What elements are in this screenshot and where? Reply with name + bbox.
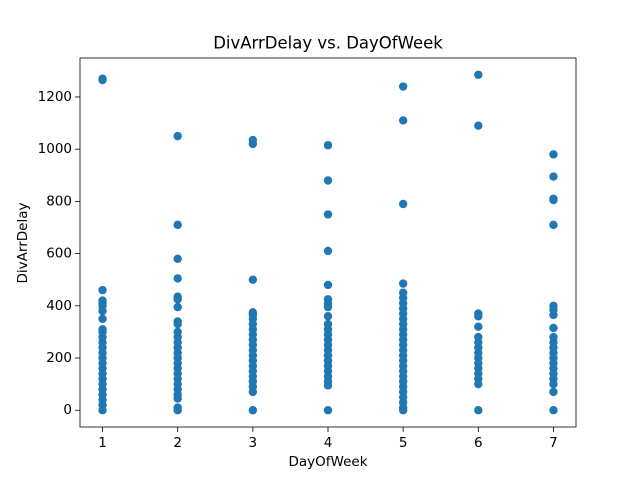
point [173, 274, 182, 283]
point [98, 306, 107, 316]
point [248, 139, 258, 149]
point [323, 176, 333, 185]
point [173, 295, 182, 304]
point [323, 280, 333, 290]
y-tick-label: 400 [46, 298, 72, 314]
point [98, 285, 107, 295]
point [398, 116, 408, 125]
point [474, 379, 483, 389]
point [173, 319, 182, 329]
x-tick-label: 7 [549, 435, 558, 451]
point [474, 322, 483, 331]
point [323, 312, 333, 321]
point [549, 220, 558, 230]
point [474, 70, 483, 79]
y-tick-label: 1000 [38, 141, 72, 157]
point [398, 406, 408, 415]
point [549, 150, 558, 159]
point [474, 121, 483, 130]
point [323, 302, 333, 312]
point [549, 379, 558, 389]
point [323, 246, 333, 256]
point [398, 82, 408, 91]
y-axis-label: DivArrDelay [15, 203, 31, 284]
y-tick-label: 800 [46, 193, 72, 209]
point [398, 279, 408, 288]
point [323, 406, 333, 415]
point [173, 220, 182, 230]
point [173, 394, 182, 403]
point [549, 323, 558, 333]
point [173, 406, 182, 415]
point [398, 199, 408, 209]
point [98, 75, 107, 85]
point [323, 141, 333, 150]
y-tick-label: 200 [46, 350, 72, 366]
point [323, 381, 333, 390]
point [173, 131, 182, 141]
plot-frame [79, 57, 577, 428]
point [549, 172, 558, 181]
point [248, 406, 258, 415]
x-tick-label: 6 [474, 435, 483, 451]
point [98, 314, 107, 324]
point [549, 387, 558, 397]
point [98, 400, 107, 410]
point [248, 275, 258, 284]
x-axis-label: DayOfWeek [288, 454, 367, 470]
point [323, 210, 333, 219]
y-tick-label: 1200 [38, 89, 72, 105]
y-tick-label: 600 [46, 246, 72, 262]
point [248, 387, 258, 397]
point [549, 406, 558, 415]
point [474, 406, 483, 415]
point [549, 310, 558, 320]
x-tick-label: 5 [399, 435, 408, 451]
chart-title: DivArrDelay vs. DayOfWeek [213, 34, 443, 53]
point [474, 312, 483, 321]
x-tick-label: 3 [249, 435, 258, 451]
point [173, 254, 182, 264]
point [173, 302, 182, 312]
y-tick-label: 0 [63, 402, 72, 418]
point [549, 195, 558, 205]
x-tick-label: 4 [324, 435, 333, 451]
x-tick-label: 2 [173, 435, 182, 451]
x-tick-label: 1 [98, 435, 107, 451]
